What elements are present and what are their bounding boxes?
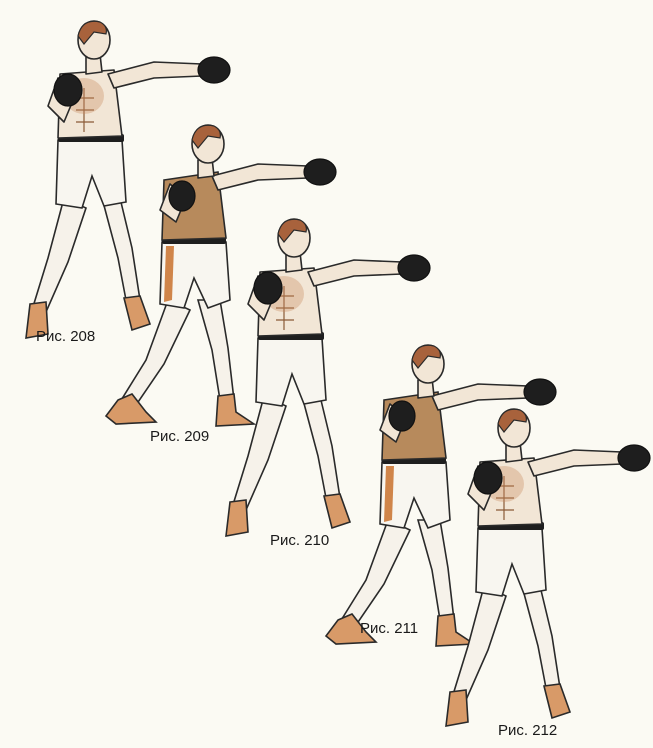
caption-210: Рис. 210 bbox=[270, 532, 330, 549]
boxer-figure-212 bbox=[445, 408, 651, 727]
caption-209: Рис. 209 bbox=[150, 428, 210, 445]
caption-211: Рис. 211 bbox=[360, 620, 419, 637]
caption-208: Рис. 208 bbox=[36, 328, 96, 345]
caption-212: Рис. 212 bbox=[498, 722, 558, 739]
